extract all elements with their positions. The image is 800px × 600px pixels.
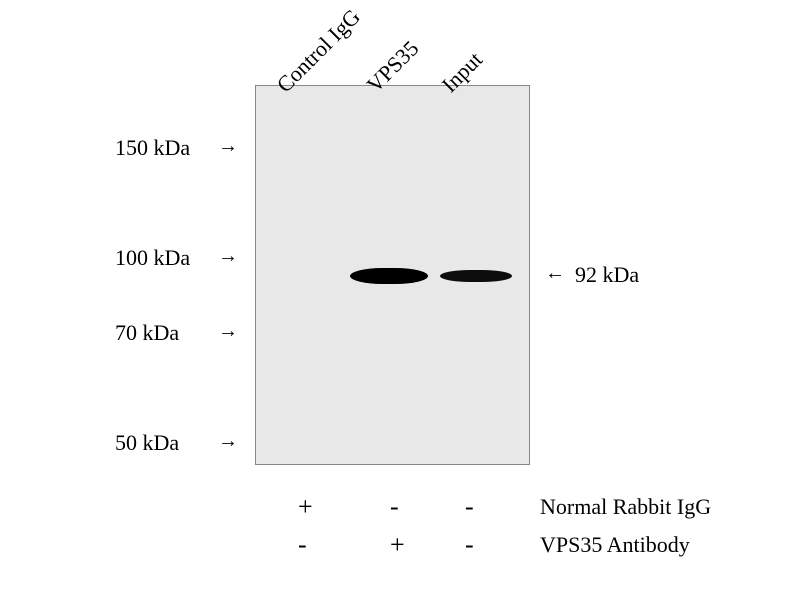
condition-sign-0-0: + bbox=[298, 492, 313, 522]
condition-sign-1-0: - bbox=[298, 530, 307, 560]
condition-sign-0-1: - bbox=[390, 492, 399, 522]
protein-band-1 bbox=[440, 270, 512, 282]
condition-sign-0-2: - bbox=[465, 492, 474, 522]
marker-arrow-icon-1: → bbox=[218, 245, 238, 268]
western-blot-figure: WWW.PTGLAB.COM Control IgGVPS35Input 150… bbox=[0, 0, 800, 600]
lane-label-0: Control IgG bbox=[272, 4, 366, 98]
marker-arrow-icon-0: → bbox=[218, 135, 238, 158]
marker-arrow-icon-2: → bbox=[218, 320, 238, 343]
condition-sign-1-1: + bbox=[390, 530, 405, 560]
marker-label-1: 100 kDa bbox=[115, 245, 190, 271]
marker-arrow-icon-3: → bbox=[218, 430, 238, 453]
marker-label-2: 70 kDa bbox=[115, 320, 179, 346]
marker-label-0: 150 kDa bbox=[115, 135, 190, 161]
condition-label-1: VPS35 Antibody bbox=[540, 532, 690, 558]
protein-band-0 bbox=[350, 268, 428, 284]
condition-sign-1-2: - bbox=[465, 530, 474, 560]
condition-label-0: Normal Rabbit IgG bbox=[540, 494, 711, 520]
marker-label-3: 50 kDa bbox=[115, 430, 179, 456]
band-arrow-icon: ← bbox=[545, 262, 565, 285]
band-size-label: 92 kDa bbox=[575, 262, 639, 288]
